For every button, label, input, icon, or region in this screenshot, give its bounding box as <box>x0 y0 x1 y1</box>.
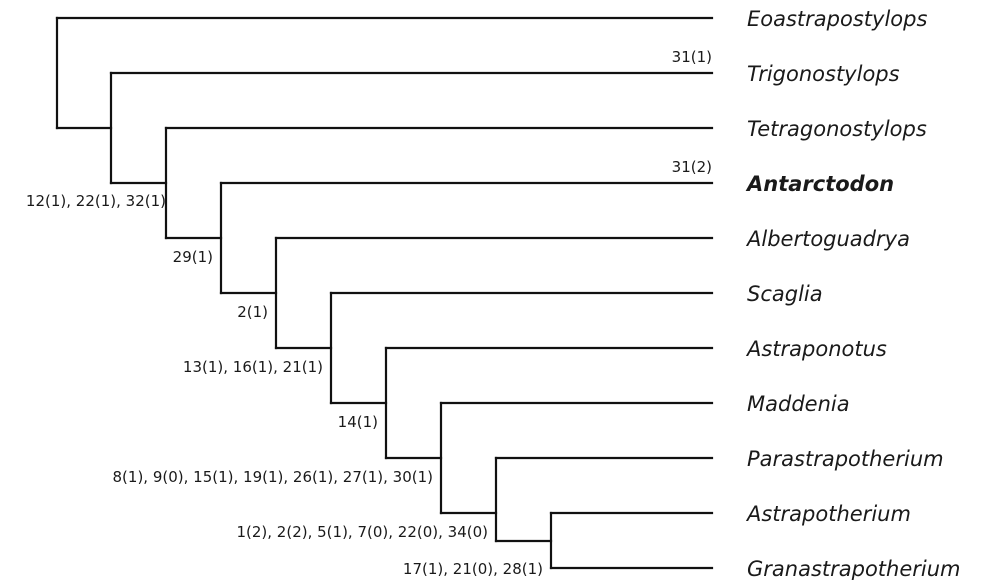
node-char-label-7: 14(1) <box>338 413 378 431</box>
taxon-label-astraponotus: Astraponotus <box>745 337 887 361</box>
taxon-label-scaglia: Scaglia <box>747 282 823 306</box>
taxon-label-tetragonostylops: Tetragonostylops <box>747 117 927 141</box>
taxon-label-granastrapotherium: Granastrapotherium <box>747 557 961 580</box>
node-char-label-8: 8(1), 9(0), 15(1), 19(1), 26(1), 27(1), … <box>113 468 433 486</box>
taxon-label-albertoguadrya: Albertoguadrya <box>745 227 910 251</box>
taxon-label-maddenia: Maddenia <box>747 392 850 416</box>
taxon-label-astrapotherium: Astrapotherium <box>745 502 911 526</box>
char-label-trigonostylops-branch: 31(1) <box>672 48 712 66</box>
node-char-label-6: 13(1), 16(1), 21(1) <box>183 358 323 376</box>
node-char-label-9: 1(2), 2(2), 5(1), 7(0), 22(0), 34(0) <box>236 523 488 541</box>
taxon-label-eoastrapostylops: Eoastrapostylops <box>747 7 927 31</box>
node-char-label-5: 2(1) <box>237 303 268 321</box>
taxon-label-antarctodon: Antarctodon <box>745 172 894 196</box>
node-char-label-10: 17(1), 21(0), 28(1) <box>403 560 543 578</box>
node-char-label-2: 12(1), 22(1), 32(1) <box>26 192 166 210</box>
taxon-label-trigonostylops: Trigonostylops <box>747 62 900 86</box>
taxon-label-parastrapotherium: Parastrapotherium <box>747 447 944 471</box>
char-label-antarctodon-branch: 31(2) <box>672 158 712 176</box>
node-char-label-4: 29(1) <box>173 248 213 266</box>
